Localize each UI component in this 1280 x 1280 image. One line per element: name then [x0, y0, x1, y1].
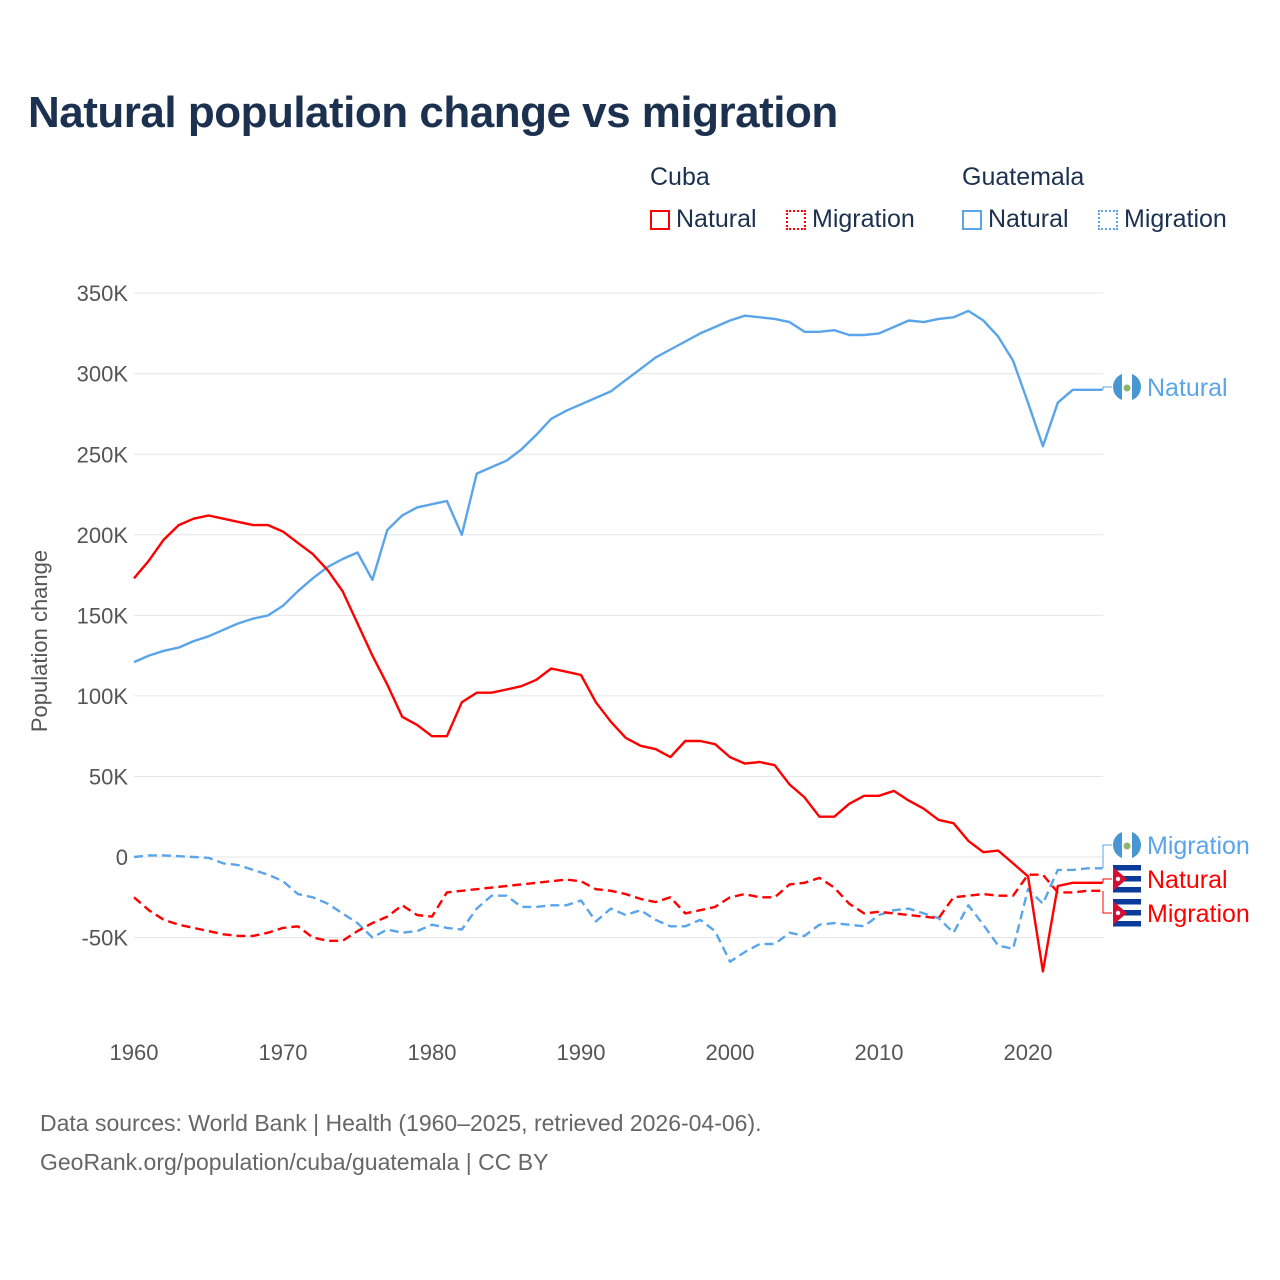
flag-emblem — [1123, 842, 1131, 850]
series-line-cuba-natural — [133, 514, 1103, 973]
label-leader-line — [1102, 844, 1112, 869]
solid-swatch-icon — [650, 209, 670, 230]
legend-group-guatemala: Guatemala — [962, 163, 1085, 191]
legend-cuba-natural[interactable]: Natural — [650, 205, 757, 234]
source-link[interactable]: GeoRank.org/population/cuba/guatemala | … — [40, 1149, 549, 1175]
flag-stripe — [1113, 865, 1141, 871]
series-line-cuba-migration — [133, 873, 1103, 942]
flag-stripe — [1113, 899, 1141, 905]
dotted-swatch-icon — [786, 209, 806, 230]
legend-guatemala-migration[interactable]: Migration — [1098, 205, 1227, 234]
y-tick-label: -50K — [82, 926, 129, 951]
series-end-label: Natural — [1147, 866, 1228, 894]
y-tick-label: 150K — [77, 603, 129, 628]
legend-label: Migration — [1124, 205, 1227, 233]
flag-star — [1115, 876, 1121, 882]
series-end-label: Migration — [1147, 832, 1250, 860]
flag-stripe — [1113, 876, 1141, 882]
guatemala-flag-icon — [1113, 373, 1141, 401]
y-tick-label: 0 — [116, 845, 128, 870]
cuba-flag-icon — [1113, 899, 1141, 927]
cuba-flag-icon — [1113, 865, 1141, 893]
chart-title: Natural population change vs migration — [28, 88, 838, 137]
series-line-guatemala-natural — [133, 309, 1103, 664]
y-tick-label: 350K — [77, 281, 129, 306]
x-tick-label: 2020 — [1004, 1040, 1053, 1065]
legend-guatemala-natural[interactable]: Natural — [962, 205, 1069, 234]
solid-swatch-icon — [962, 209, 982, 230]
flag-stripe — [1113, 910, 1141, 916]
flag-emblem — [1123, 384, 1131, 392]
x-tick-label: 1970 — [259, 1040, 308, 1065]
x-tick-label: 1990 — [557, 1040, 606, 1065]
legend-label: Migration — [812, 205, 915, 233]
legend-label: Natural — [676, 205, 757, 233]
series-end-label: Migration — [1147, 900, 1250, 928]
series-line-guatemala-migration — [133, 854, 1103, 963]
y-tick-label: 200K — [77, 523, 129, 548]
flag-stripe — [1113, 921, 1141, 927]
y-tick-label: 50K — [89, 764, 128, 789]
x-tick-label: 1960 — [110, 1040, 159, 1065]
guatemala-flag-icon — [1113, 831, 1141, 859]
y-tick-label: 100K — [77, 684, 129, 709]
x-tick-label: 1980 — [408, 1040, 457, 1065]
source-note: Data sources: World Bank | Health (1960–… — [40, 1110, 762, 1136]
y-tick-label: 250K — [77, 442, 129, 467]
legend-group-cuba: Cuba — [650, 163, 710, 191]
legend-label: Natural — [988, 205, 1069, 233]
dotted-swatch-icon — [1098, 209, 1118, 230]
label-leader-line — [1102, 386, 1112, 390]
x-tick-label: 2000 — [706, 1040, 755, 1065]
flag-star — [1115, 910, 1121, 916]
flag-stripe — [1113, 887, 1141, 893]
y-tick-label: 300K — [77, 362, 129, 387]
legend-cuba-migration[interactable]: Migration — [786, 205, 915, 234]
label-leader-line — [1102, 878, 1112, 883]
series-end-label: Natural — [1147, 374, 1228, 402]
label-leader-line — [1102, 890, 1112, 914]
x-tick-label: 2010 — [855, 1040, 904, 1065]
